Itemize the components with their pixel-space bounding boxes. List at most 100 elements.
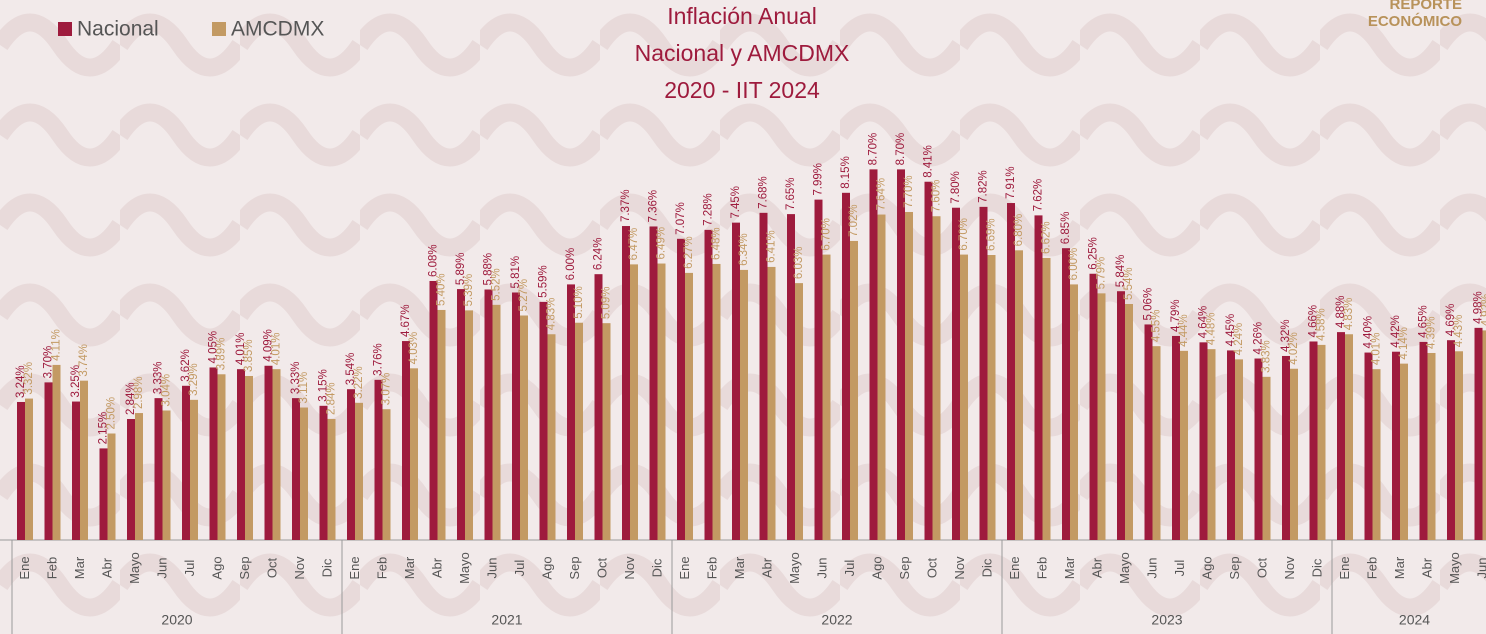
x-tick-label: Nov bbox=[1282, 556, 1297, 580]
bar bbox=[209, 367, 218, 540]
bar bbox=[1337, 332, 1345, 540]
bar bbox=[190, 399, 198, 540]
bar bbox=[410, 368, 418, 540]
bar bbox=[327, 419, 336, 540]
x-tick-label: Jul bbox=[842, 560, 857, 577]
x-tick-label: Nov bbox=[292, 556, 307, 580]
value-label: 4.79% bbox=[1170, 299, 1182, 332]
value-label: 6.03% bbox=[793, 247, 805, 280]
value-label: 6.00% bbox=[565, 248, 577, 281]
bar bbox=[1309, 341, 1318, 540]
x-tick-label: Mayo bbox=[787, 552, 802, 584]
bar bbox=[1235, 359, 1243, 540]
bar bbox=[1262, 376, 1271, 540]
bar bbox=[795, 283, 803, 540]
legend-swatch bbox=[58, 22, 72, 36]
value-label: 5.81% bbox=[510, 256, 522, 289]
bar bbox=[987, 255, 996, 541]
x-tick-label: Feb bbox=[1035, 557, 1050, 579]
x-tick-label: Abr bbox=[430, 557, 445, 578]
value-label: 6.47% bbox=[628, 228, 640, 261]
chart-title: Nacional y AMCDMX bbox=[635, 40, 850, 66]
value-label: 2.50% bbox=[106, 397, 118, 430]
x-tick-label: Mayo bbox=[457, 552, 472, 584]
bar bbox=[154, 398, 163, 540]
bar bbox=[622, 226, 630, 540]
chart-title: 2020 - IIT 2024 bbox=[664, 77, 820, 103]
value-label: 3.85% bbox=[243, 339, 255, 372]
bar bbox=[25, 398, 33, 540]
bar bbox=[1282, 355, 1290, 540]
bar bbox=[1345, 334, 1353, 540]
value-label: 3.07% bbox=[381, 373, 393, 406]
bar bbox=[135, 413, 143, 540]
value-label: 6.08% bbox=[428, 244, 440, 277]
value-label: 3.25% bbox=[70, 365, 82, 398]
value-label: 4.32% bbox=[1280, 319, 1292, 352]
x-tick-label: Mar bbox=[72, 556, 87, 579]
value-label: 8.15% bbox=[840, 156, 852, 189]
bar bbox=[787, 214, 795, 541]
value-label: 5.40% bbox=[436, 273, 448, 306]
value-label: 7.65% bbox=[785, 178, 797, 211]
x-tick-label: Jun bbox=[815, 558, 830, 579]
value-label: 5.88% bbox=[483, 253, 495, 286]
value-label: 7.02% bbox=[848, 204, 860, 237]
x-tick-label: Nov bbox=[952, 556, 967, 580]
value-label: 7.45% bbox=[730, 186, 742, 219]
value-label: 4.14% bbox=[1398, 327, 1410, 360]
value-label: 4.66% bbox=[1308, 305, 1320, 338]
value-label: 4.40% bbox=[1363, 316, 1375, 349]
value-label: 6.85% bbox=[1060, 212, 1072, 245]
value-label: 6.70% bbox=[958, 218, 970, 251]
x-tick-label: Dic bbox=[980, 558, 995, 577]
bar bbox=[52, 364, 61, 540]
value-label: 4.11% bbox=[51, 329, 63, 361]
x-tick-label: Sep bbox=[897, 556, 912, 579]
value-label: 2.84% bbox=[326, 382, 338, 415]
value-label: 3.74% bbox=[78, 344, 90, 377]
bar bbox=[740, 269, 748, 540]
x-tick-label: Mar bbox=[402, 556, 417, 579]
bar bbox=[1207, 349, 1216, 540]
group-label: 2020 bbox=[161, 612, 192, 628]
bar bbox=[594, 274, 603, 540]
value-label: 6.25% bbox=[1088, 237, 1100, 270]
x-tick-label: Ene bbox=[347, 556, 362, 579]
bar bbox=[850, 240, 858, 540]
bar bbox=[1042, 257, 1051, 540]
value-label: 3.89% bbox=[216, 338, 228, 371]
group-label: 2024 bbox=[1399, 612, 1430, 628]
x-tick-label: Ago bbox=[1200, 556, 1215, 579]
x-tick-label: Mar bbox=[732, 556, 747, 579]
x-tick-label: Mar bbox=[1062, 556, 1077, 579]
value-label: 7.64% bbox=[876, 178, 888, 211]
value-label: 4.44% bbox=[1178, 314, 1190, 347]
bar bbox=[107, 433, 116, 540]
value-label: 6.27% bbox=[683, 236, 695, 269]
value-label: 3.04% bbox=[161, 374, 173, 407]
bar bbox=[1034, 215, 1043, 540]
bar bbox=[1097, 293, 1106, 540]
value-label: 6.69% bbox=[986, 218, 998, 251]
bar bbox=[1455, 351, 1463, 540]
value-label: 8.70% bbox=[895, 133, 907, 166]
value-label: 4.43% bbox=[1453, 315, 1465, 348]
x-tick-label: Jul bbox=[182, 560, 197, 577]
bar bbox=[547, 334, 556, 540]
x-tick-label: Jul bbox=[512, 560, 527, 577]
bar bbox=[842, 192, 850, 540]
value-label: 5.06% bbox=[1143, 288, 1155, 321]
value-label: 5.10% bbox=[573, 286, 585, 319]
value-label: 3.29% bbox=[188, 363, 200, 396]
bar bbox=[1007, 203, 1015, 540]
value-label: 4.98% bbox=[1473, 291, 1485, 324]
value-label: 3.62% bbox=[180, 349, 192, 382]
bar bbox=[869, 169, 878, 540]
bar bbox=[402, 341, 410, 540]
bar bbox=[1427, 352, 1436, 540]
bar bbox=[217, 374, 226, 540]
value-label: 4.05% bbox=[208, 331, 220, 364]
bar bbox=[245, 375, 253, 540]
